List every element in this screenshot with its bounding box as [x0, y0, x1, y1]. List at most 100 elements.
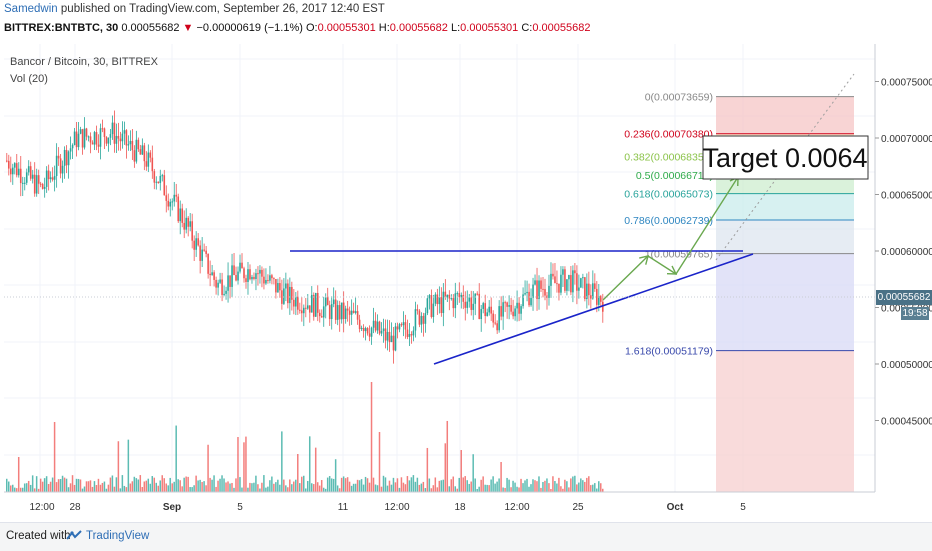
volume-bar	[43, 478, 46, 492]
volume-bar	[19, 487, 22, 492]
price-axis[interactable]: 0.00075000 0.00070000 0.00065000 0.00060000…	[4, 44, 932, 492]
time-tick-label: Oct	[667, 502, 684, 513]
candle-body	[107, 137, 110, 144]
volume-bar	[374, 484, 377, 492]
candle-body	[215, 279, 217, 288]
candle-body	[502, 302, 504, 317]
candle-body	[422, 315, 425, 324]
volume-bar	[602, 488, 604, 492]
volume-bar	[99, 484, 102, 492]
volume-bar	[354, 483, 357, 492]
volume-bar	[221, 475, 223, 492]
volume-bar	[570, 478, 572, 492]
footer-bar: Created with TradingView	[0, 522, 932, 551]
candle-body	[117, 135, 120, 139]
volume-bar	[512, 480, 514, 492]
volume-bar	[424, 488, 427, 492]
candle-body	[265, 279, 267, 284]
volume-bar	[348, 481, 351, 492]
triangle-trendlines[interactable]	[290, 250, 754, 365]
volume-bar	[366, 478, 369, 492]
candle-body	[468, 297, 471, 302]
volume-bar	[219, 478, 221, 492]
volume-bar	[358, 480, 361, 492]
volume-bar	[326, 477, 329, 492]
volume-bar	[191, 487, 193, 492]
candle-body	[91, 142, 94, 145]
candle-body	[330, 304, 333, 320]
candle-body	[191, 221, 193, 241]
volume-bar	[592, 484, 594, 492]
target-callout[interactable]: Target 0.0064	[702, 135, 869, 180]
candle-body	[308, 305, 311, 313]
volume-bar	[434, 477, 437, 492]
candle-body	[59, 158, 62, 174]
volume-bar	[217, 480, 219, 492]
candle-body	[113, 122, 116, 144]
author-link[interactable]: Samedwin	[4, 3, 58, 15]
volume-bar	[255, 475, 257, 492]
volume-bar	[215, 486, 217, 492]
candle-body	[496, 323, 498, 331]
volume-legend[interactable]: Vol (20)	[10, 73, 48, 85]
volume-bar	[308, 436, 311, 492]
volume-bar	[444, 443, 447, 492]
candle-body	[285, 283, 287, 289]
candle-body	[151, 157, 154, 172]
volume-bar	[428, 478, 431, 492]
time-axis[interactable]: 12:00 28 Sep 5 11 12:00 18 12:00 25 Oct 5	[4, 491, 875, 513]
volume-bar	[27, 480, 30, 492]
candle-body	[540, 280, 542, 289]
volume-bar	[448, 486, 451, 492]
candle-body	[171, 201, 174, 203]
candle-body	[392, 335, 395, 351]
fib-level-label: 0.5(0.00066712)	[636, 170, 713, 182]
volume-bar	[109, 477, 112, 492]
volume-bar	[271, 476, 273, 492]
volume-bar	[580, 478, 582, 492]
volume-bar	[332, 478, 335, 492]
fib-zone	[716, 253, 854, 351]
candle-body	[71, 145, 74, 149]
candle-body	[518, 302, 520, 314]
volume-bar	[75, 478, 78, 492]
volume-bar	[229, 483, 231, 492]
candle-body	[352, 310, 355, 313]
volume-bar	[550, 488, 552, 492]
volume-bar	[297, 454, 299, 492]
candle-body	[530, 297, 532, 306]
volume-bar	[394, 482, 397, 492]
volume-bar	[97, 478, 100, 492]
volume-bar	[442, 479, 445, 492]
volume-bar	[279, 484, 281, 492]
candle-body	[402, 322, 405, 326]
volume-bar	[412, 475, 415, 492]
price-chart[interactable]: 0(0.00073659) 0.236(0.00070380) 0.382(0.00…	[0, 0, 932, 522]
candlestick-series	[6, 110, 604, 364]
volume-bar	[305, 488, 307, 492]
candle-body	[320, 316, 323, 318]
volume-bar	[143, 481, 146, 492]
candle-body	[273, 278, 275, 280]
candle-body	[318, 312, 321, 317]
volume-bar	[470, 481, 472, 492]
candle-body	[504, 302, 506, 304]
volume-bar	[73, 484, 76, 492]
candle-body	[362, 327, 365, 332]
series-legend[interactable]: Bancor / Bitcoin, 30, BITTREX	[10, 56, 158, 68]
volume-bar	[370, 382, 373, 492]
candle-body	[289, 286, 291, 304]
candle-body	[95, 132, 98, 145]
volume-bar	[582, 480, 584, 492]
candle-body	[261, 269, 263, 277]
volume-bar	[468, 483, 470, 492]
volume-bar	[227, 481, 229, 492]
candle-body	[314, 292, 317, 317]
volume-bar	[350, 485, 353, 492]
volume-bar	[526, 478, 528, 492]
volume-bar	[63, 477, 66, 492]
volume-bar	[450, 479, 453, 492]
candle-body	[233, 265, 235, 275]
tradingview-link[interactable]: TradingView	[86, 530, 150, 542]
candle-body	[400, 324, 403, 326]
